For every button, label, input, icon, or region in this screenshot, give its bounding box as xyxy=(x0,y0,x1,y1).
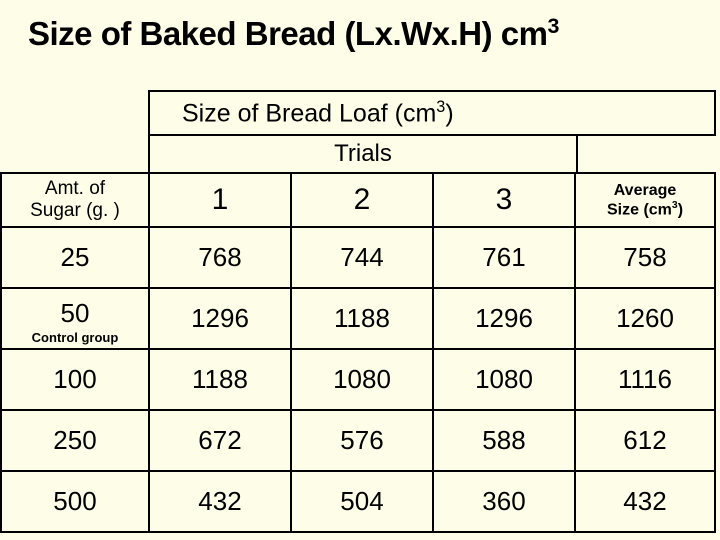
header-sugar: Amt. of Sugar (g. ) xyxy=(1,173,149,227)
cell-sugar: 500 xyxy=(1,471,149,532)
title-text: Size of Baked Bread (Lx.Wx.H) cm xyxy=(28,15,547,52)
table-row: 500432504360432 xyxy=(1,471,715,532)
cell-t1: 672 xyxy=(149,410,291,471)
header-sugar-l2: Sugar (g. ) xyxy=(30,200,120,221)
cell-sugar: 250 xyxy=(1,410,149,471)
cell-t2: 1080 xyxy=(291,349,433,410)
header-avg-l2s: ) xyxy=(678,201,683,218)
cell-avg: 612 xyxy=(575,410,715,471)
trials-right-spacer xyxy=(576,134,716,172)
subtitle-row: Size of Bread Loaf (cm3) xyxy=(0,90,720,134)
cell-sugar: 50Control group xyxy=(1,288,149,349)
table-row: 1001188108010801116 xyxy=(1,349,715,410)
table-row: 250672576588612 xyxy=(1,410,715,471)
cell-avg: 1260 xyxy=(575,288,715,349)
header-average: Average Size (cm3) xyxy=(575,173,715,227)
cell-avg: 1116 xyxy=(575,349,715,410)
cell-sugar: 25 xyxy=(1,227,149,288)
header-trial-3: 3 xyxy=(433,173,575,227)
header-avg-l2p: Size (cm xyxy=(607,201,672,218)
cell-t3: 761 xyxy=(433,227,575,288)
cell-t1: 768 xyxy=(149,227,291,288)
header-row: Amt. of Sugar (g. ) 1 2 3 Average Size (… xyxy=(1,173,715,227)
subtitle-spacer xyxy=(0,90,148,134)
subtitle-cell: Size of Bread Loaf (cm3) xyxy=(148,90,716,134)
cell-t3: 588 xyxy=(433,410,575,471)
cell-t1: 1188 xyxy=(149,349,291,410)
cell-t3: 1080 xyxy=(433,349,575,410)
subtitle-sup: 3 xyxy=(436,98,445,116)
cell-t2: 504 xyxy=(291,471,433,532)
table-row: 25768744761758 xyxy=(1,227,715,288)
trials-spacer xyxy=(0,134,148,172)
subtitle-prefix: Size of Bread Loaf (cm xyxy=(182,99,436,127)
cell-t1: 1296 xyxy=(149,288,291,349)
header-avg-l1: Average xyxy=(614,182,677,199)
table-row: 50Control group1296118812961260 xyxy=(1,288,715,349)
table-container: Size of Bread Loaf (cm3) Trials Amt. of … xyxy=(0,90,720,533)
header-trial-2: 2 xyxy=(291,173,433,227)
trials-row: Trials xyxy=(0,134,720,172)
table-body: 2576874476175850Control group12961188129… xyxy=(1,227,715,532)
cell-t3: 360 xyxy=(433,471,575,532)
cell-t2: 576 xyxy=(291,410,433,471)
header-trial-1: 1 xyxy=(149,173,291,227)
trials-label: Trials xyxy=(148,134,576,172)
page-title: Size of Baked Bread (Lx.Wx.H) cm3 xyxy=(0,0,720,53)
cell-t2: 744 xyxy=(291,227,433,288)
title-sup: 3 xyxy=(547,14,558,38)
cell-avg: 432 xyxy=(575,471,715,532)
header-sugar-l1: Amt. of xyxy=(45,178,105,199)
cell-avg: 758 xyxy=(575,227,715,288)
control-note: Control group xyxy=(2,331,148,344)
cell-t3: 1296 xyxy=(433,288,575,349)
cell-t2: 1188 xyxy=(291,288,433,349)
data-table: Amt. of Sugar (g. ) 1 2 3 Average Size (… xyxy=(0,172,716,533)
subtitle-suffix: ) xyxy=(445,99,453,127)
cell-t1: 432 xyxy=(149,471,291,532)
cell-sugar: 100 xyxy=(1,349,149,410)
